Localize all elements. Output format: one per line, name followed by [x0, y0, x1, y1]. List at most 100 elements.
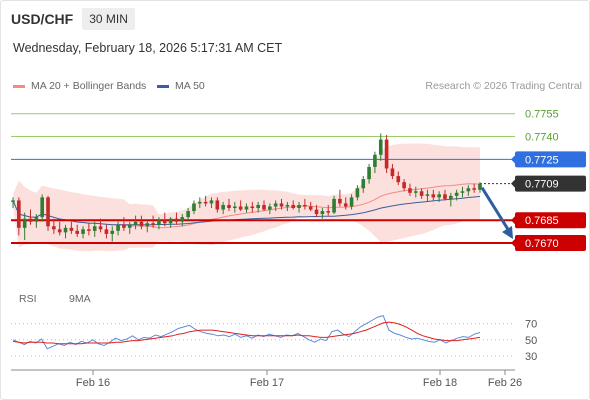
candle-body: [162, 220, 167, 224]
candle: [297, 201, 301, 213]
candle-body: [221, 204, 225, 210]
candle-body: [326, 211, 331, 213]
candle: [209, 197, 214, 209]
candle: [408, 183, 412, 196]
timeframe-badge[interactable]: 30 MIN: [82, 8, 135, 30]
candle: [133, 215, 138, 230]
candle-body: [466, 188, 471, 192]
candle-body: [238, 206, 243, 210]
candle-body: [408, 188, 412, 193]
level-badge-0.7670: [515, 235, 586, 252]
legend-9ma-label: 9MA: [69, 293, 91, 305]
candle: [413, 186, 418, 198]
candle: [127, 221, 132, 234]
level-label-0.7709: 0.7709: [525, 179, 559, 191]
candle: [431, 189, 436, 201]
candle-body: [69, 227, 74, 231]
rsi-tick-30: 30: [525, 351, 537, 363]
rsi-tick-70: 70: [525, 319, 537, 331]
candle: [227, 198, 231, 212]
candle: [238, 200, 243, 212]
candle: [338, 189, 342, 207]
candle: [384, 134, 389, 174]
candle: [174, 212, 179, 225]
candle: [244, 203, 249, 213]
candle-body: [332, 198, 336, 213]
level-badge-pointer: [511, 239, 515, 248]
candle-body: [52, 226, 56, 230]
x-tick-label: Feb 26: [488, 377, 522, 389]
candle-body: [291, 204, 296, 209]
candle: [11, 197, 15, 209]
candle-body: [57, 229, 62, 233]
copyright-text: Research © 2026 Trading Central: [425, 80, 582, 92]
candle: [75, 224, 80, 237]
candle: [81, 226, 85, 239]
level-badge-pointer: [511, 216, 515, 225]
candle: [139, 215, 144, 230]
candle: [168, 217, 173, 228]
candle: [116, 220, 120, 236]
candle: [279, 198, 284, 210]
candle-body: [75, 230, 80, 234]
ma50-line: [12, 195, 481, 226]
candle-body: [92, 226, 97, 231]
candle-body: [104, 229, 109, 234]
candle: [268, 203, 272, 215]
legend-9ma: 9MA: [63, 293, 91, 305]
candle: [396, 171, 401, 186]
candle: [314, 204, 319, 218]
chart-datetime: Wednesday, February 18, 2026 5:17:31 AM …: [13, 41, 283, 55]
candle-body: [378, 139, 383, 155]
candle-body: [110, 230, 115, 234]
candle: [104, 224, 109, 239]
candle-body: [227, 204, 231, 209]
candle: [192, 200, 196, 215]
candle-body: [139, 221, 144, 227]
candle-body: [28, 218, 33, 222]
symbol-title: USD/CHF: [11, 11, 74, 27]
rsi-tick-50: 50: [525, 335, 537, 347]
candle: [186, 208, 190, 222]
candle-body: [11, 200, 15, 202]
candle-body: [133, 221, 138, 225]
candle-body: [349, 197, 354, 207]
candle: [308, 201, 313, 212]
candle: [17, 197, 21, 236]
candle-body: [273, 203, 278, 207]
candle: [472, 183, 476, 193]
candle: [454, 189, 459, 201]
candle: [349, 194, 354, 210]
candle-body: [197, 201, 202, 204]
candle-body: [431, 194, 436, 198]
candle-body: [116, 224, 120, 231]
candle-body: [233, 206, 237, 209]
candle-body: [34, 217, 39, 222]
candle-body: [384, 139, 389, 169]
candle-body: [297, 204, 301, 209]
level-label-0.7685: 0.7685: [525, 215, 559, 227]
level-label-0.7740: 0.7740: [525, 132, 559, 144]
candle-body: [151, 223, 155, 225]
candle-body: [40, 197, 44, 218]
candle: [291, 200, 296, 210]
x-tick-label: Feb 18: [423, 377, 457, 389]
legend-ma50: MA 50: [157, 80, 205, 92]
candle: [40, 194, 44, 222]
candle: [145, 220, 150, 233]
level-badge-0.7685: [515, 212, 586, 229]
ma50-swatch: [157, 84, 169, 88]
legend-rsi: RSI: [13, 293, 37, 305]
candle: [87, 223, 91, 236]
candle-body: [443, 194, 447, 199]
candle-body: [314, 209, 319, 215]
candle-body: [87, 229, 91, 231]
legend-ma20-label: MA 20 + Bollinger Bands: [31, 80, 147, 92]
candle: [449, 192, 453, 207]
candle: [478, 182, 482, 193]
candle-body: [419, 191, 424, 196]
candle-body: [449, 195, 453, 199]
candle: [221, 201, 225, 215]
candle: [28, 209, 33, 225]
